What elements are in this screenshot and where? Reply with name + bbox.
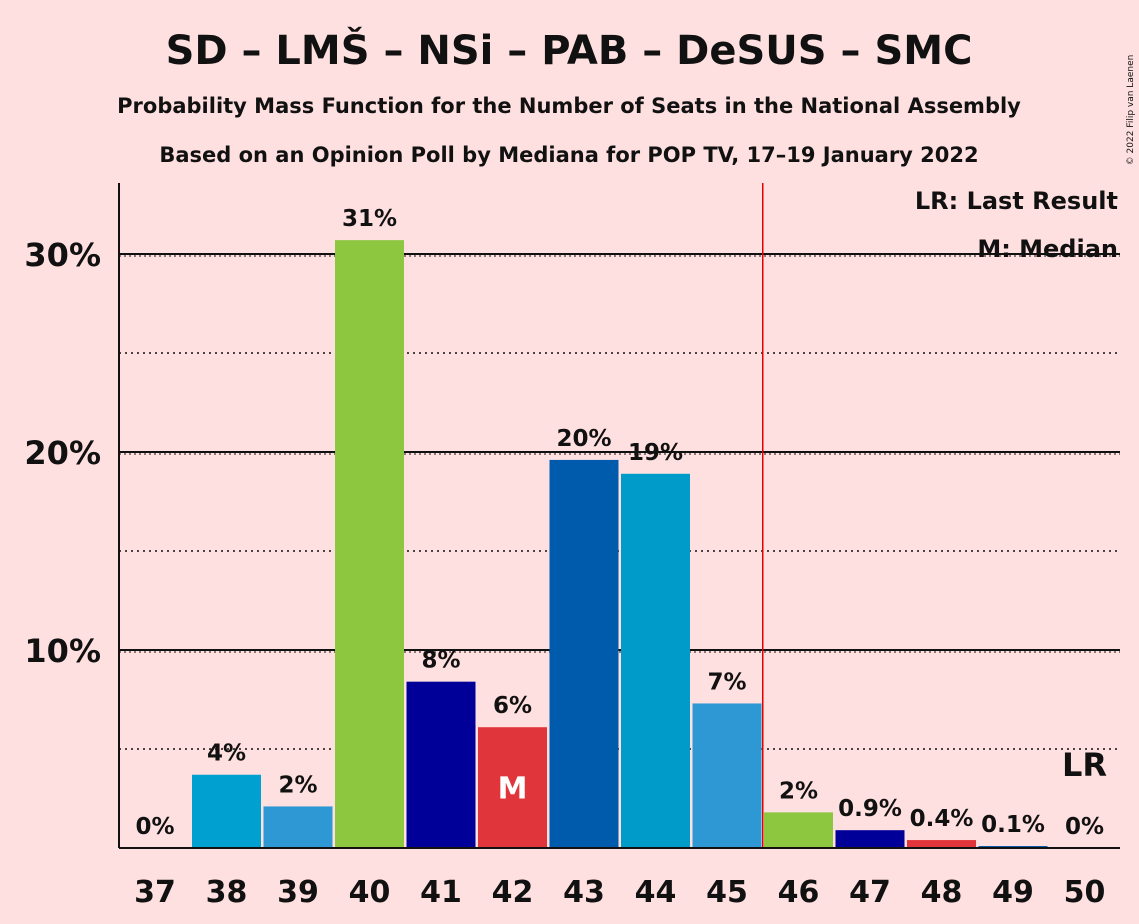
bar-seat-45 <box>692 703 762 848</box>
x-tick-label-42: 42 <box>492 875 534 910</box>
median-marker: M <box>498 772 528 807</box>
data-label-layer: 0% 4% 2% 31% 8% 6% M 20% 19% 7% 2% 0.9% 0.4% 0.1% 0% LR <box>135 206 1107 840</box>
x-tick-label-38: 38 <box>206 875 248 910</box>
y-tick-label: 20% <box>24 434 101 472</box>
data-label-seat-41: 8% <box>421 648 460 674</box>
chart-title: SD – LMŠ – NSi – PAB – DeSUS – SMC <box>166 26 973 74</box>
x-tick-label-47: 47 <box>849 875 891 910</box>
bar-seat-43 <box>549 459 619 848</box>
data-label-seat-44: 19% <box>628 440 683 466</box>
bar-seat-38 <box>192 774 261 848</box>
bar-seat-48 <box>907 840 976 848</box>
data-label-seat-48: 0.4% <box>910 806 974 832</box>
axis-layer: 10% 20% 30% 37 38 39 40 41 42 43 44 45 46 47 48 49 50 <box>24 183 1120 910</box>
bar-seat-44 <box>621 473 690 848</box>
data-label-seat-38: 4% <box>207 741 246 767</box>
chart-subtitle-1: Probability Mass Function for the Number… <box>117 94 1021 118</box>
grid-layer <box>119 253 1120 750</box>
x-tick-label-43: 43 <box>563 875 605 910</box>
data-label-seat-46: 2% <box>779 778 818 804</box>
data-label-seat-40: 31% <box>342 206 397 232</box>
data-label-seat-43: 20% <box>556 426 611 452</box>
bar-seat-42 <box>478 727 547 848</box>
x-tick-label-49: 49 <box>992 875 1034 910</box>
y-tick-label: 30% <box>24 236 101 274</box>
copyright-note: © 2022 Filip van Laenen <box>1126 55 1136 166</box>
data-label-seat-37: 0% <box>135 814 174 840</box>
x-tick-label-40: 40 <box>349 875 391 910</box>
legend-median: M: Median <box>977 235 1118 263</box>
legend-last-result: LR: Last Result <box>915 187 1118 215</box>
last-result-marker: LR <box>1062 746 1107 784</box>
x-tick-label-39: 39 <box>277 875 319 910</box>
data-label-seat-49: 0.1% <box>981 812 1045 838</box>
x-tick-label-41: 41 <box>420 875 462 910</box>
data-label-seat-42: 6% <box>493 693 532 719</box>
data-label-seat-50: 0% <box>1065 814 1104 840</box>
bar-seat-47 <box>835 830 905 848</box>
bar-seat-41 <box>406 681 476 848</box>
data-label-seat-45: 7% <box>707 669 746 695</box>
y-tick-label: 10% <box>24 632 101 670</box>
x-tick-label-37: 37 <box>134 875 176 910</box>
bar-layer <box>192 240 1048 848</box>
x-tick-label-44: 44 <box>635 875 677 910</box>
x-tick-label-46: 46 <box>778 875 820 910</box>
data-label-seat-47: 0.9% <box>838 796 902 822</box>
bar-seat-40 <box>335 240 404 848</box>
x-tick-label-50: 50 <box>1064 875 1106 910</box>
x-tick-label-45: 45 <box>706 875 748 910</box>
data-label-seat-39: 2% <box>278 772 317 798</box>
bar-seat-46 <box>764 812 833 848</box>
x-tick-label-48: 48 <box>921 875 963 910</box>
chart-subtitle-2: Based on an Opinion Poll by Mediana for … <box>159 143 978 167</box>
bar-seat-39 <box>263 806 333 848</box>
